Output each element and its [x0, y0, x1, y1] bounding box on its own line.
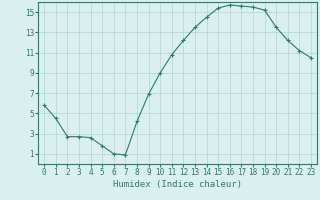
X-axis label: Humidex (Indice chaleur): Humidex (Indice chaleur): [113, 180, 242, 189]
